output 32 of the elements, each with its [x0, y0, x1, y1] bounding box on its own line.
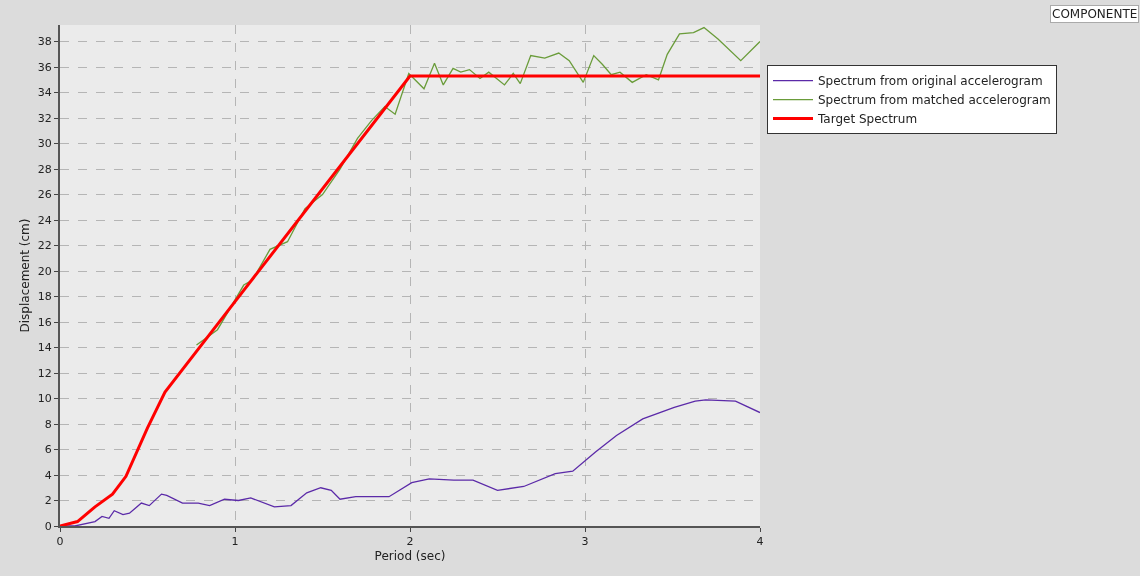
y-tick-label: 24: [37, 213, 52, 227]
y-tick-label: 6: [44, 443, 52, 457]
x-tick-label: 0: [56, 535, 64, 549]
line-series: [195, 26, 760, 346]
y-tick-label: 20: [37, 264, 52, 278]
y-tick-label: 22: [37, 239, 52, 253]
y-tick-label: 2: [44, 494, 52, 508]
y-tick-label: 8: [44, 417, 52, 431]
legend-label: Spectrum from original accelerogram: [818, 74, 1043, 89]
y-tick-label: 16: [37, 315, 52, 329]
y-tick-label: 32: [37, 111, 52, 125]
y-tick-label: 0: [44, 519, 52, 533]
y-tick-label: 28: [37, 162, 52, 176]
y-tick-label: 36: [37, 60, 52, 74]
y-tick-label: 38: [37, 35, 52, 49]
y-axis-title: Displacement (cm): [17, 218, 32, 333]
x-axis-title: Period (sec): [374, 548, 446, 563]
y-tick-label: 34: [37, 86, 52, 100]
y-tick-label: 10: [37, 392, 52, 406]
legend-label: Spectrum from matched accelerogram: [818, 93, 1051, 108]
x-tick-label: 2: [406, 535, 414, 549]
y-tick-label: 18: [37, 290, 52, 304]
y-tick-label: 26: [37, 188, 52, 202]
y-tick-label: 12: [37, 366, 52, 380]
y-tick-label: 4: [44, 468, 52, 482]
x-tick-label: 3: [581, 535, 589, 549]
x-tick-label: 1: [231, 535, 239, 549]
text: COMPONENTE: [1052, 7, 1138, 21]
y-tick-label: 14: [37, 341, 52, 355]
x-tick-label: 4: [756, 535, 764, 549]
y-tick-label: 30: [37, 137, 52, 151]
legend-label: Target Spectrum: [817, 112, 918, 127]
